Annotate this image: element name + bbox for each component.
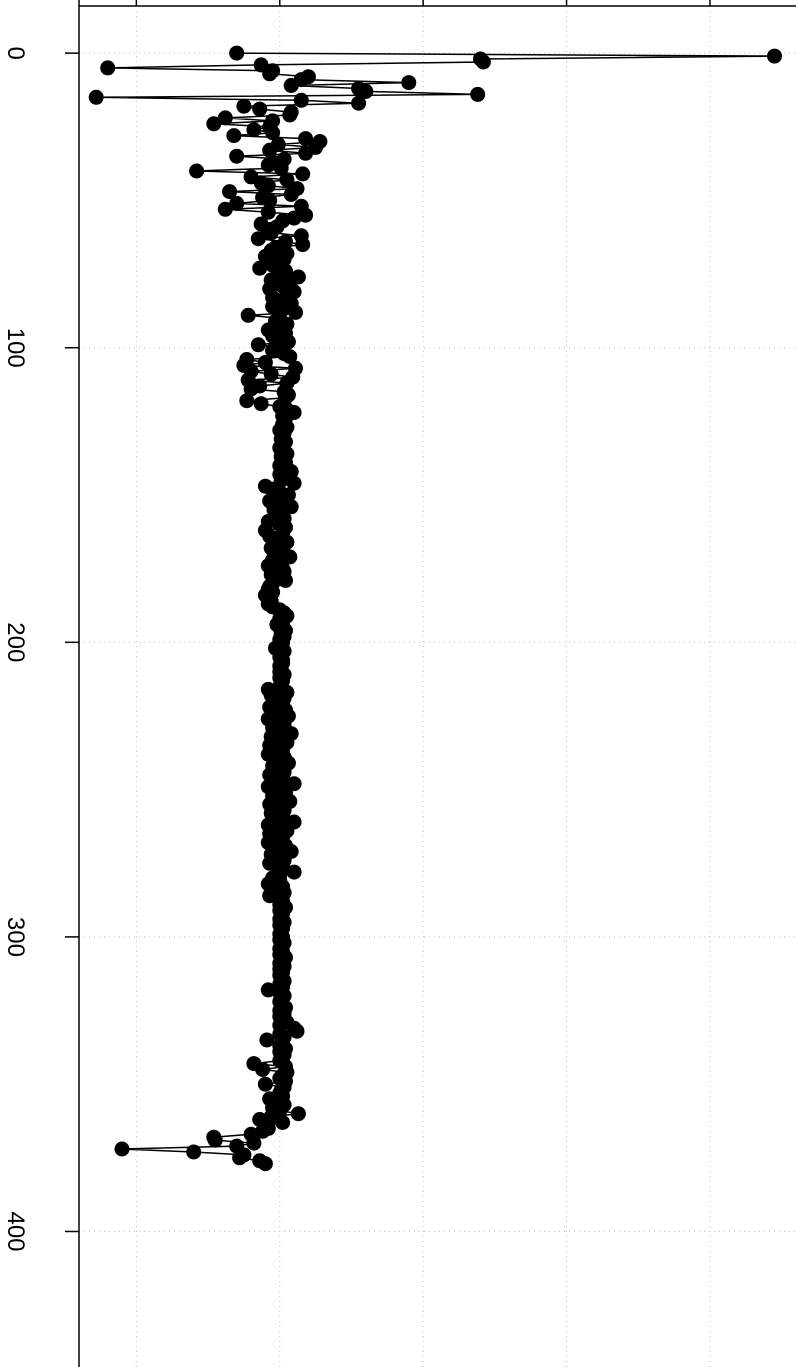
data-point — [246, 1135, 262, 1151]
data-point — [229, 45, 245, 61]
data-point — [262, 192, 278, 208]
data-point — [226, 128, 242, 144]
index-axis: 0 100 200 300 400 — [2, 46, 79, 1252]
data-point — [289, 1023, 305, 1039]
data-point — [293, 92, 309, 108]
data-point — [260, 746, 276, 762]
data-point — [265, 125, 281, 141]
data-point — [260, 982, 276, 998]
data-point — [298, 131, 314, 147]
data-point — [273, 160, 289, 176]
data-point — [206, 116, 222, 132]
data-point — [229, 195, 245, 211]
index-axis-tick-label: 0 — [2, 46, 29, 59]
data-point — [295, 166, 311, 182]
data-point — [217, 110, 233, 126]
series-points — [88, 45, 782, 1172]
data-point — [265, 343, 281, 359]
data-point — [767, 48, 782, 64]
data-point — [262, 66, 278, 82]
data-point — [263, 225, 279, 241]
data-point — [283, 187, 299, 202]
data-point — [279, 172, 295, 188]
data-point — [298, 207, 314, 223]
data-point — [288, 304, 303, 320]
series-line — [96, 52, 775, 1165]
index-axis-tick-label: 400 — [2, 1211, 29, 1251]
grid-lines — [79, 6, 796, 1367]
data-point — [217, 201, 233, 217]
data-point — [265, 328, 281, 344]
data-point — [263, 366, 279, 382]
data-point — [250, 231, 266, 247]
data-point — [275, 1115, 291, 1130]
data-point — [278, 572, 293, 588]
data-point — [257, 1156, 273, 1172]
data-point — [100, 60, 116, 76]
data-point — [259, 1032, 275, 1048]
data-point — [262, 142, 278, 158]
index-axis-tick-label: 300 — [2, 917, 29, 957]
data-point — [189, 163, 205, 179]
data-point — [260, 178, 276, 194]
data-point — [239, 393, 255, 409]
data-point — [222, 184, 238, 200]
data-point — [401, 75, 417, 91]
data-point — [186, 1144, 202, 1160]
data-point — [282, 107, 298, 123]
data-point — [252, 101, 268, 117]
data-point — [260, 204, 276, 220]
data-point — [253, 396, 269, 412]
plot-frame — [78, 0, 796, 1367]
data-point — [252, 260, 268, 276]
value-axis — [135, 0, 711, 6]
data-point — [229, 148, 245, 164]
data-point — [358, 83, 374, 99]
data-point — [298, 145, 314, 161]
data-point — [260, 157, 276, 173]
data-point — [232, 1150, 248, 1166]
data-point — [236, 98, 252, 114]
data-point — [286, 864, 302, 880]
data-point — [114, 1141, 130, 1157]
data-point — [257, 355, 273, 370]
data-point — [260, 835, 276, 851]
data-point — [295, 237, 311, 253]
data-point — [475, 54, 491, 70]
data-point — [257, 1076, 273, 1092]
data-point — [243, 381, 259, 397]
data-point — [246, 122, 262, 138]
data-point — [240, 307, 256, 323]
index-axis-tick-label: 200 — [2, 622, 29, 662]
data-point — [260, 876, 276, 892]
data-point — [255, 1123, 271, 1139]
data-point — [286, 475, 302, 491]
data-point — [351, 95, 367, 111]
data-point — [470, 86, 486, 102]
data-point — [286, 210, 302, 226]
index-axis-tick-label: 100 — [2, 328, 29, 368]
data-point — [255, 1062, 271, 1077]
series-path — [96, 52, 775, 1165]
data-point — [282, 349, 298, 365]
data-point — [207, 1132, 223, 1148]
data-point — [250, 337, 266, 353]
data-point — [88, 89, 104, 105]
data-point — [290, 1106, 306, 1122]
data-point — [283, 78, 299, 93]
